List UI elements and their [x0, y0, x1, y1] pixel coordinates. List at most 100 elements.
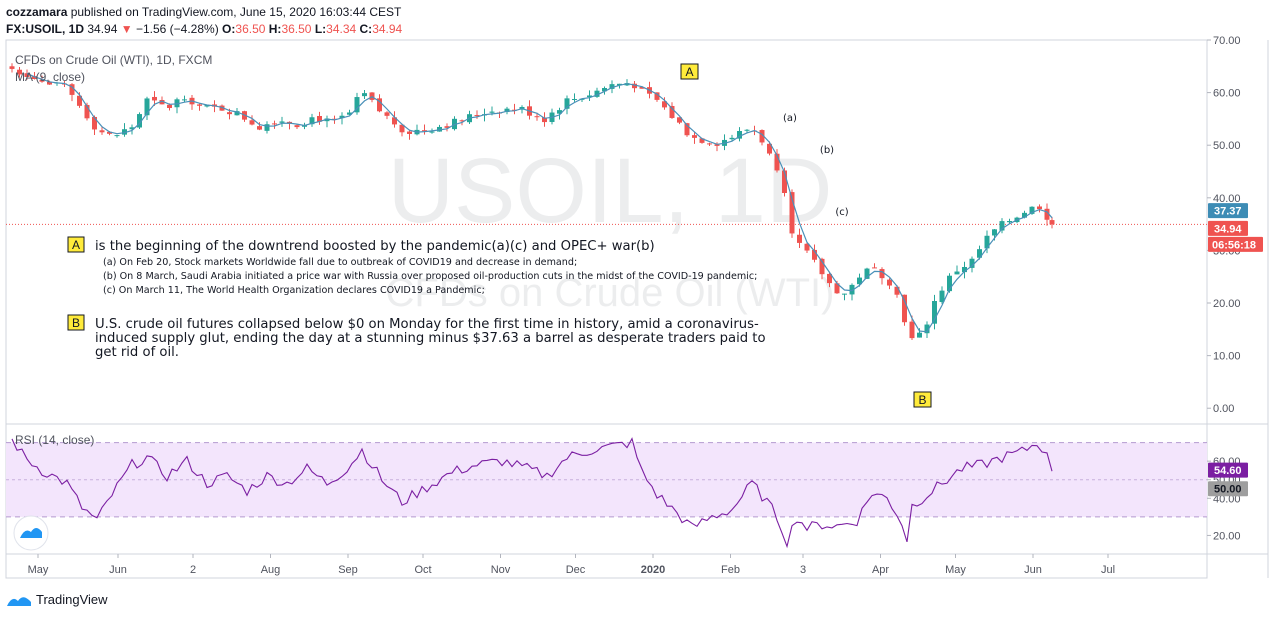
symbol-legend: FX:USOIL, 1D 34.94 ▼ −1.56 (−4.28%) O:36…	[6, 22, 402, 36]
candle	[909, 315, 915, 341]
candle	[932, 294, 937, 330]
open-label: O:	[222, 22, 236, 36]
candle-body	[39, 79, 45, 82]
candle-body	[332, 118, 337, 120]
svg-text:B: B	[918, 393, 926, 407]
candle	[707, 142, 712, 147]
candle	[9, 63, 15, 73]
rsi-legend[interactable]: RSI (14, close)	[15, 433, 94, 447]
candle-body	[204, 105, 210, 107]
candle	[662, 97, 667, 110]
time-tick-label: Feb	[721, 564, 740, 576]
candle	[797, 228, 802, 248]
tradingview-brand-icon	[7, 596, 31, 606]
ma-legend[interactable]: MA (9, close)	[15, 70, 85, 84]
candle-body	[849, 284, 855, 295]
candle	[759, 129, 765, 146]
candle-body	[534, 116, 540, 118]
candle	[189, 94, 195, 110]
candle	[152, 91, 157, 106]
open-value: 36.50	[235, 22, 266, 36]
candle-body	[887, 279, 892, 286]
close-value: 34.94	[372, 22, 403, 36]
candle-body	[782, 170, 787, 194]
candle	[377, 94, 382, 113]
symbol-name[interactable]: FX:USOIL, 1D	[6, 22, 85, 36]
candle-body	[1044, 208, 1050, 220]
candle-body	[924, 324, 930, 334]
candle-body	[669, 105, 675, 118]
candle-body	[407, 131, 412, 134]
rsi-line	[11, 437, 1053, 549]
time-tick-label: Dec	[566, 564, 586, 576]
candle-body	[602, 88, 607, 92]
candle	[392, 111, 397, 128]
candle	[692, 131, 697, 144]
countdown-badge: 06:56:18	[1208, 236, 1263, 252]
candle-body	[977, 249, 982, 258]
note-a[interactable]: A is the beginning of the downtrend boos…	[67, 236, 757, 296]
candle	[137, 112, 142, 129]
note-b[interactable]: B U.S. crude oil futures collapsed below…	[67, 314, 766, 360]
candle-body	[377, 98, 382, 112]
candle	[114, 134, 120, 138]
candle-body	[392, 117, 397, 125]
candle-body	[894, 286, 900, 295]
candle-body	[804, 243, 810, 251]
low-label: L:	[314, 22, 327, 36]
candle	[879, 267, 885, 285]
note-a-marker	[67, 236, 85, 253]
candles-layer[interactable]	[9, 63, 1055, 341]
publish-info: cozzamara published on TradingView.com, …	[6, 5, 401, 19]
candle	[557, 107, 562, 120]
candle-body	[639, 86, 645, 89]
publisher-name[interactable]: cozzamara	[6, 5, 68, 19]
candle	[362, 89, 367, 99]
candle	[257, 122, 262, 131]
marker-a-on-chart[interactable]: A	[680, 63, 699, 80]
time-tick-label: Sep	[338, 564, 358, 576]
footer-brand[interactable]: TradingView	[6, 592, 108, 607]
tradingview-logo-icon[interactable]	[13, 515, 49, 551]
candle-body	[399, 124, 405, 133]
candle-body	[152, 96, 157, 101]
note-b-marker-letter: B	[72, 316, 80, 330]
candle	[414, 124, 420, 136]
wave-label-b: (b)	[820, 145, 834, 156]
candle	[69, 83, 75, 102]
candle-body	[662, 101, 667, 108]
candle	[317, 111, 322, 125]
low-value: 34.34	[326, 22, 357, 36]
marker-b-on-chart[interactable]: B	[913, 391, 932, 408]
candle-body	[992, 229, 997, 236]
candle	[197, 103, 202, 111]
candle-body	[564, 98, 570, 109]
price-tick-label: 0.00	[1213, 403, 1234, 415]
chart-title[interactable]: CFDs on Crude Oil (WTI), 1D, FXCM	[15, 53, 212, 67]
candle	[354, 92, 360, 115]
candle-body	[302, 125, 307, 127]
note-b-marker	[67, 314, 85, 331]
candle-body	[339, 115, 345, 119]
svg-text:37.37: 37.37	[1214, 206, 1242, 218]
candle-body	[932, 301, 937, 324]
candle	[572, 93, 577, 102]
candle	[384, 111, 390, 120]
candle-body	[77, 95, 82, 106]
candle	[504, 106, 510, 115]
candle-body	[294, 125, 300, 128]
candle	[984, 230, 990, 254]
candle-body	[384, 112, 390, 116]
candle	[122, 123, 127, 137]
candle	[917, 328, 922, 338]
candle-body	[692, 135, 697, 138]
candle-body	[872, 267, 877, 269]
time-tick-label: Nov	[491, 564, 511, 576]
candle-body	[107, 131, 112, 134]
watermark-symbol: USOIL, 1D	[388, 140, 833, 242]
rsi-tick-label: 40.00	[1213, 493, 1241, 505]
candle-body	[759, 130, 765, 143]
candle-body	[137, 114, 142, 128]
candle	[512, 103, 517, 115]
